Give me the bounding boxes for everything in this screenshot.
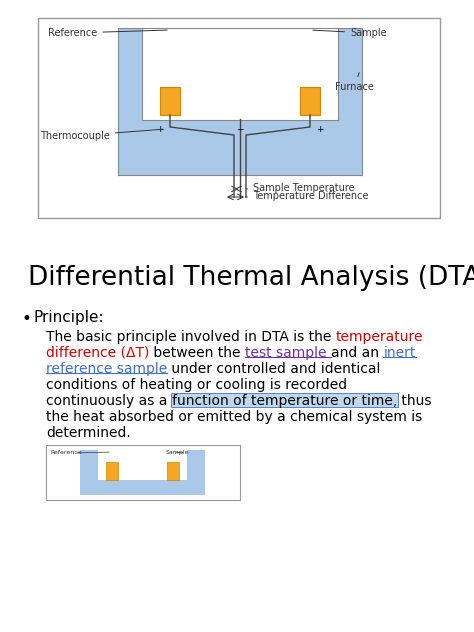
Bar bbox=[167, 462, 179, 480]
Text: continuously as a: continuously as a bbox=[46, 394, 172, 408]
Text: +: + bbox=[316, 125, 324, 133]
Text: function of temperature or time,: function of temperature or time, bbox=[172, 394, 397, 408]
Text: Temperature Difference: Temperature Difference bbox=[246, 191, 368, 201]
Text: Reference: Reference bbox=[48, 28, 167, 38]
Text: Sample: Sample bbox=[313, 28, 387, 38]
Text: difference (ΔT): difference (ΔT) bbox=[46, 346, 149, 360]
Text: Principle:: Principle: bbox=[34, 310, 105, 325]
Bar bbox=[160, 87, 180, 115]
Text: under controlled and identical: under controlled and identical bbox=[167, 362, 381, 376]
Bar bbox=[106, 462, 118, 480]
Text: +: + bbox=[156, 125, 164, 133]
Text: between the: between the bbox=[149, 346, 245, 360]
Text: Sample: Sample bbox=[166, 450, 190, 455]
Text: determined.: determined. bbox=[46, 426, 131, 440]
Text: the heat absorbed or emitted by a chemical system is: the heat absorbed or emitted by a chemic… bbox=[46, 410, 422, 424]
Text: test sample: test sample bbox=[245, 346, 331, 360]
Text: temperature: temperature bbox=[336, 330, 423, 344]
Text: Differential Thermal Analysis (DTA): Differential Thermal Analysis (DTA) bbox=[28, 265, 474, 291]
Bar bbox=[118, 28, 362, 175]
Bar bbox=[142, 28, 338, 120]
Text: Furnace: Furnace bbox=[335, 73, 374, 92]
Text: inert: inert bbox=[383, 346, 416, 360]
Text: −: − bbox=[236, 125, 244, 133]
Text: The basic principle involved in DTA is the: The basic principle involved in DTA is t… bbox=[46, 330, 336, 344]
Text: and an: and an bbox=[331, 346, 383, 360]
Text: thus: thus bbox=[397, 394, 431, 408]
Bar bbox=[98, 450, 187, 480]
Bar bbox=[171, 393, 398, 407]
Text: conditions of heating or cooling is recorded: conditions of heating or cooling is reco… bbox=[46, 378, 347, 392]
Text: •: • bbox=[22, 310, 32, 328]
Text: Reference: Reference bbox=[50, 450, 82, 455]
Text: Sample Temperature: Sample Temperature bbox=[246, 183, 355, 193]
Bar bbox=[300, 87, 320, 115]
Text: reference sample: reference sample bbox=[46, 362, 167, 376]
Bar bbox=[80, 450, 205, 495]
Bar bbox=[38, 18, 440, 218]
Bar bbox=[46, 445, 240, 500]
Text: Thermocouple: Thermocouple bbox=[40, 129, 163, 141]
